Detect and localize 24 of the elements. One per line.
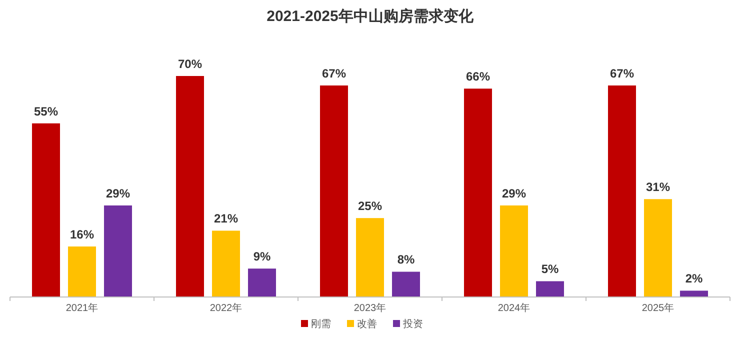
x-tick-label: 2025年: [642, 302, 674, 314]
data-label: 8%: [397, 252, 415, 267]
data-label: 16%: [70, 227, 94, 242]
data-label: 66%: [466, 70, 490, 84]
x-tick-label: 2024年: [498, 302, 530, 314]
x-tick-label: 2021年: [66, 302, 98, 314]
legend-label: 投资: [402, 318, 423, 330]
data-label: 31%: [646, 180, 670, 194]
data-label: 29%: [502, 186, 526, 200]
data-label: 25%: [358, 199, 382, 214]
x-tick-label: 2023年: [354, 302, 386, 314]
data-label: 67%: [322, 66, 346, 80]
x-tick-label: 2022年: [210, 302, 242, 314]
data-label: 70%: [178, 57, 202, 71]
data-label: 2%: [685, 272, 703, 286]
legend-label: 改善: [357, 318, 377, 330]
data-label: 5%: [541, 262, 559, 276]
legend-label: 刚需: [311, 319, 331, 330]
data-label: 67%: [610, 66, 634, 80]
data-label: 9%: [253, 250, 271, 264]
data-label: 29%: [106, 186, 130, 200]
data-label: 21%: [214, 212, 238, 226]
data-label: 55%: [34, 104, 58, 118]
chart-title: 2021-2025年中山购房需求变化: [266, 7, 474, 25]
